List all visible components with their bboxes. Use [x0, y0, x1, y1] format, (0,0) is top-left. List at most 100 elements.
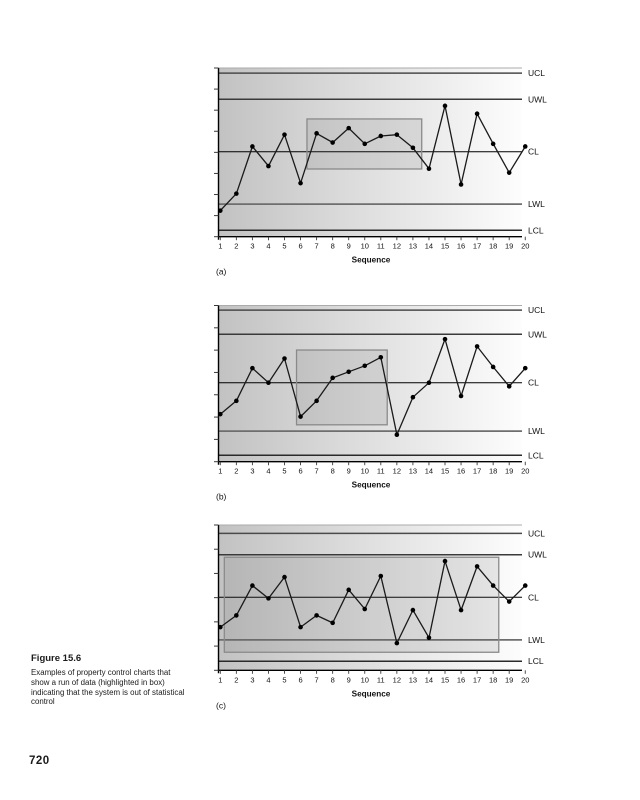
x-tick-label: 6	[298, 242, 302, 251]
page-number: 720	[29, 755, 50, 767]
data-point	[394, 132, 400, 137]
data-series-line	[219, 560, 526, 644]
x-tick-label: 1	[218, 242, 222, 251]
x-tick-label: 16	[457, 242, 465, 251]
data-point	[362, 606, 368, 612]
x-tick-label: 12	[393, 467, 401, 476]
x-tick-label: 19	[505, 675, 513, 684]
sequence-axis-title: Sequence	[352, 256, 391, 265]
data-point	[330, 140, 335, 145]
figure-caption: Figure 15.6 Examples of property control…	[31, 653, 199, 707]
caption-line: Examples of property control charts that	[31, 668, 171, 677]
x-tick-label: 19	[505, 467, 513, 476]
x-tick-label: 5	[282, 467, 286, 476]
data-point	[330, 620, 335, 626]
data-point	[458, 393, 464, 399]
x-tick-label: 20	[521, 242, 529, 251]
data-series-line	[219, 338, 526, 436]
data-point	[298, 624, 303, 630]
data-point	[362, 363, 368, 369]
data-point	[410, 394, 416, 400]
x-tick-label: 2	[234, 467, 238, 476]
x-tick-label: 17	[473, 467, 481, 476]
x-tick-label: 3	[250, 242, 254, 251]
x-tick-label: 13	[409, 242, 417, 251]
data-point	[506, 599, 512, 604]
x-tick-label: 12	[393, 675, 401, 684]
limit-label-ucl: UCL	[528, 68, 545, 78]
data-point	[458, 607, 464, 613]
x-tick-label: 2	[234, 242, 238, 251]
x-tick-label: 18	[489, 467, 497, 476]
x-tick-label: 8	[331, 242, 335, 251]
caption-line: control	[31, 697, 55, 707]
x-tick-label: 14	[425, 675, 433, 684]
limit-label-cl: CL	[528, 592, 539, 602]
x-tick-label: 8	[331, 467, 335, 476]
data-point	[490, 141, 496, 147]
x-tick-label: 13	[409, 467, 417, 476]
sequence-axis-title: Sequence	[352, 689, 391, 698]
limit-label-lwl: LWL	[528, 426, 545, 436]
data-point	[490, 583, 496, 588]
x-tick-label: 18	[489, 675, 497, 684]
data-point	[250, 144, 255, 149]
x-tick-label: 1	[218, 467, 222, 476]
x-tick-label: 15	[441, 242, 449, 251]
data-point	[250, 583, 255, 588]
x-tick-label: 5	[282, 242, 286, 251]
x-tick-label: 6	[298, 467, 302, 476]
data-point	[266, 163, 271, 169]
limit-label-lwl: LWL	[528, 635, 545, 645]
panel-label-b: (b)	[216, 492, 227, 502]
x-tick-label: 9	[347, 675, 351, 684]
x-tick-label: 11	[377, 675, 385, 684]
data-point	[394, 432, 400, 438]
data-point	[282, 132, 287, 137]
limit-label-ucl: UCL	[528, 305, 545, 315]
data-point	[218, 208, 223, 213]
data-point	[474, 344, 480, 349]
data-point	[426, 166, 432, 172]
limit-label-lcl: LCL	[528, 225, 544, 235]
x-tick-label: 17	[473, 675, 481, 684]
x-tick-label: 15	[441, 675, 449, 684]
figure-label: Figure 15.6	[31, 653, 82, 664]
data-point	[314, 131, 319, 136]
x-tick-label: 8	[331, 675, 335, 684]
data-point	[234, 191, 239, 196]
panel-label-c: (c)	[216, 700, 226, 710]
x-tick-label: 11	[377, 242, 385, 251]
data-point	[346, 587, 352, 593]
panel-label-a: (a)	[216, 267, 227, 277]
data-point	[298, 414, 303, 419]
x-tick-label: 3	[250, 675, 254, 684]
data-point	[314, 613, 319, 618]
x-tick-label: 10	[361, 467, 369, 476]
x-tick-label: 2	[234, 675, 238, 684]
x-tick-label: 19	[505, 242, 513, 251]
data-point	[266, 596, 271, 601]
x-tick-label: 9	[347, 242, 351, 251]
x-tick-label: 18	[489, 242, 497, 251]
caption-line: show a run of data (highlighted in box)	[31, 677, 165, 687]
x-tick-label: 7	[315, 675, 319, 684]
limit-label-lcl: LCL	[528, 656, 544, 666]
plot-background	[218, 68, 522, 237]
limit-label-cl: CL	[528, 378, 539, 388]
data-point	[234, 613, 239, 618]
data-point	[298, 180, 303, 186]
data-point	[346, 125, 352, 131]
x-tick-label: 20	[521, 467, 529, 476]
limit-label-uwl: UWL	[528, 329, 547, 339]
limit-label-uwl: UWL	[528, 94, 547, 104]
data-point	[426, 380, 432, 386]
data-point	[506, 170, 512, 175]
x-tick-label: 10	[361, 675, 369, 684]
x-tick-label: 4	[266, 675, 270, 684]
limit-label-ucl: UCL	[528, 528, 545, 538]
